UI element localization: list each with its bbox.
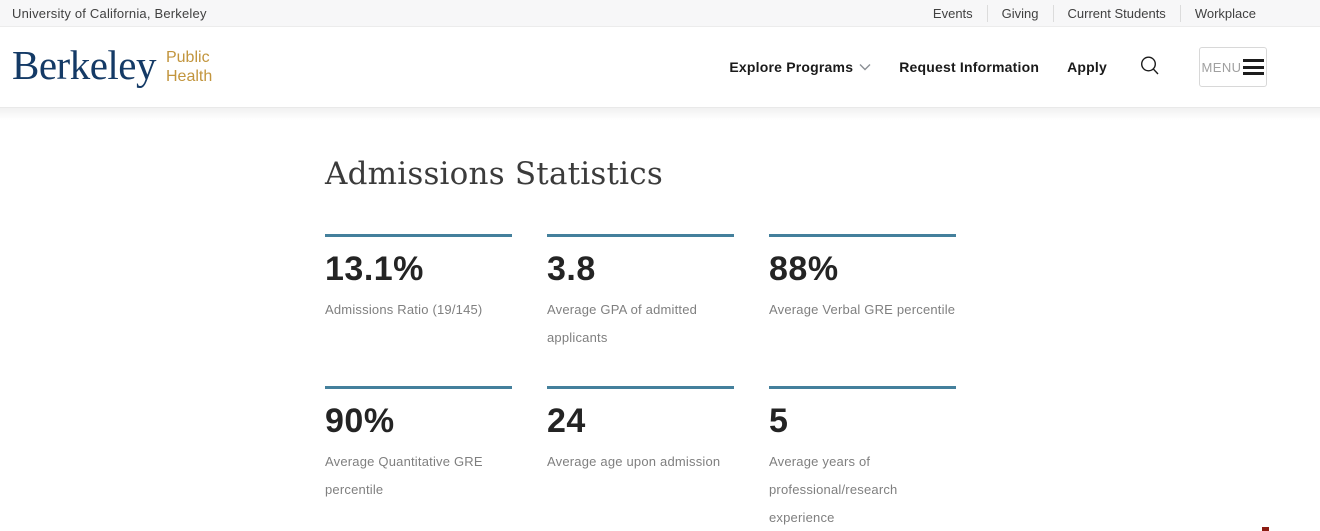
stat-value: 13.1% — [325, 250, 424, 288]
unit-line-health: Health — [165, 68, 213, 85]
stat-label: Admissions Ratio (19/145) — [325, 302, 483, 317]
utility-link-events[interactable]: Events — [932, 5, 973, 21]
stat-value: 24 — [547, 402, 586, 440]
offscreen-element-edge — [1262, 527, 1269, 531]
divider — [1179, 4, 1181, 22]
utility-link-current-students[interactable]: Current Students — [1067, 5, 1166, 21]
nav-request-information[interactable]: Request Information — [899, 59, 1040, 75]
stat-label: Average age upon admission — [547, 454, 721, 469]
page-title: Admissions Statistics — [325, 156, 663, 192]
menu-button-label: MENU — [1201, 59, 1242, 75]
main-content: Admissions Statistics 13.1% Admissions R… — [0, 108, 1320, 531]
unit-line-public: Public — [165, 49, 210, 67]
search-button[interactable] — [1137, 53, 1163, 82]
public-health-unit-name: Public Health — [166, 47, 212, 87]
stat-label: Average Verbal GRE percentile — [769, 302, 956, 317]
stat-verbal-gre: 88% Average Verbal GRE percentile — [769, 234, 956, 352]
university-name: University of California, Berkeley — [12, 5, 207, 21]
nav-apply[interactable]: Apply — [1067, 59, 1107, 75]
nav-explore-programs-label: Explore Programs — [729, 59, 854, 75]
stat-admissions-ratio: 13.1% Admissions Ratio (19/145) — [325, 234, 512, 352]
utility-bar: University of California, Berkeley Event… — [0, 0, 1320, 27]
berkeley-public-health-logo[interactable]: Berkeley Public Health — [12, 41, 212, 90]
stat-average-age: 24 Average age upon admission — [547, 386, 734, 531]
utility-nav: Events Giving Current Students Workplace — [919, 0, 1270, 26]
stat-label: Average GPA of admitted applicants — [547, 302, 698, 345]
stat-value: 5 — [769, 402, 789, 440]
utility-link-giving[interactable]: Giving — [1001, 5, 1039, 21]
search-icon — [1139, 55, 1161, 80]
stat-value: 90% — [325, 402, 395, 440]
berkeley-wordmark: Berkeley — [12, 41, 156, 88]
divider — [1052, 4, 1054, 22]
hamburger-icon — [1243, 57, 1265, 77]
stat-quantitative-gre: 90% Average Quantitative GRE percentile — [325, 386, 512, 531]
stat-value: 88% — [769, 250, 839, 288]
menu-button[interactable]: MENU — [1199, 47, 1267, 87]
stat-label: Average Quantitative GRE percentile — [325, 454, 483, 497]
stat-years-experience: 5 Average years of professional/research… — [769, 386, 956, 531]
nav-explore-programs[interactable]: Explore Programs — [729, 59, 871, 75]
site-header: Berkeley Public Health Explore Programs … — [0, 27, 1320, 108]
stat-average-gpa: 3.8 Average GPA of admitted applicants — [547, 234, 734, 352]
chevron-down-icon — [859, 63, 871, 71]
stat-label: Average years of professional/research e… — [769, 454, 898, 525]
admissions-stats-grid: 13.1% Admissions Ratio (19/145) 3.8 Aver… — [325, 234, 1320, 531]
stat-value: 3.8 — [547, 250, 596, 288]
divider — [986, 4, 988, 22]
main-nav: Explore Programs Request Information App… — [701, 47, 1267, 87]
utility-link-workplace[interactable]: Workplace — [1194, 5, 1256, 21]
